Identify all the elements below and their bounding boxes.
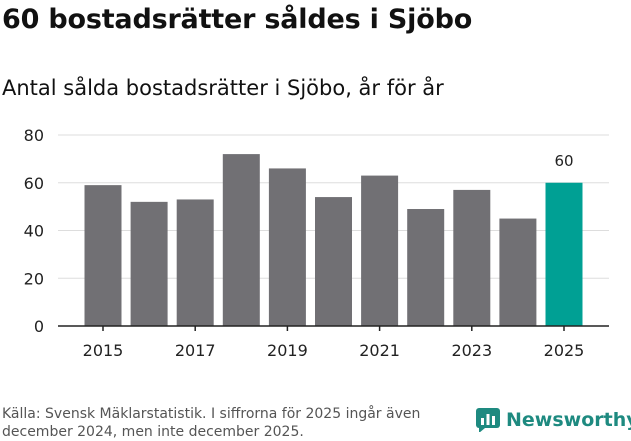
- y-tick-label: 40: [24, 222, 44, 241]
- bar-2024: [499, 218, 537, 326]
- y-tick-label: 0: [34, 317, 44, 336]
- bar-2019: [268, 168, 306, 326]
- y-tick-label: 80: [24, 126, 44, 145]
- x-tick-label: 2021: [359, 341, 400, 360]
- chart-title: 60 bostadsrätter såldes i Sjöbo: [2, 4, 473, 35]
- data-label: 60: [554, 152, 573, 170]
- brand-name: Newsworthy: [506, 409, 631, 431]
- brand-logo: Newsworthy: [476, 408, 631, 432]
- y-tick-label: 60: [24, 174, 44, 193]
- bar-2017: [176, 199, 214, 326]
- x-tick-label: 2015: [83, 341, 124, 360]
- newsworthy-logo-icon: [476, 408, 500, 432]
- x-tick-label: 2017: [175, 341, 216, 360]
- source-note: Källa: Svensk Mäklarstatistik. I siffror…: [2, 406, 421, 440]
- bar-2022: [407, 209, 445, 326]
- bar-2021: [361, 175, 399, 326]
- bar-2023: [453, 189, 491, 326]
- x-tick-label: 2025: [544, 341, 585, 360]
- chart-subtitle: Antal sålda bostadsrätter i Sjöbo, år fö…: [2, 76, 444, 100]
- bar-2016: [130, 201, 168, 326]
- bar-2018: [222, 154, 260, 326]
- x-tick-label: 2023: [451, 341, 492, 360]
- bar-2020: [315, 197, 352, 326]
- bar-2025: [545, 182, 583, 326]
- x-tick-label: 2019: [267, 341, 308, 360]
- y-tick-label: 20: [24, 269, 44, 288]
- bar-2015: [84, 185, 122, 326]
